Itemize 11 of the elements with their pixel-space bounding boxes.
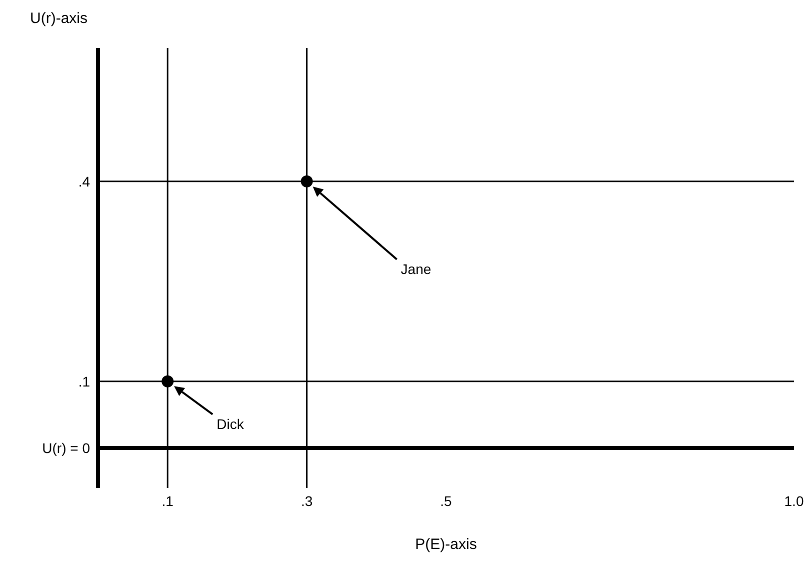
x-tick-label: .3 <box>300 492 313 509</box>
x-tick-label: .1 <box>162 492 174 509</box>
annotation: Dick <box>216 416 244 432</box>
x-tick-label: .5 <box>440 492 452 509</box>
x-axis-title: P(E)-axis <box>414 536 478 553</box>
y-axis-title: U(r)-axis <box>30 10 88 27</box>
x-tick-label: 1.0 <box>784 492 804 509</box>
y-tick-label: .1 <box>78 373 90 390</box>
y-tick-label: .4 <box>78 173 90 190</box>
annotation: Jane <box>400 261 432 278</box>
y-tick-label: U(r) = 0 <box>42 440 90 456</box>
